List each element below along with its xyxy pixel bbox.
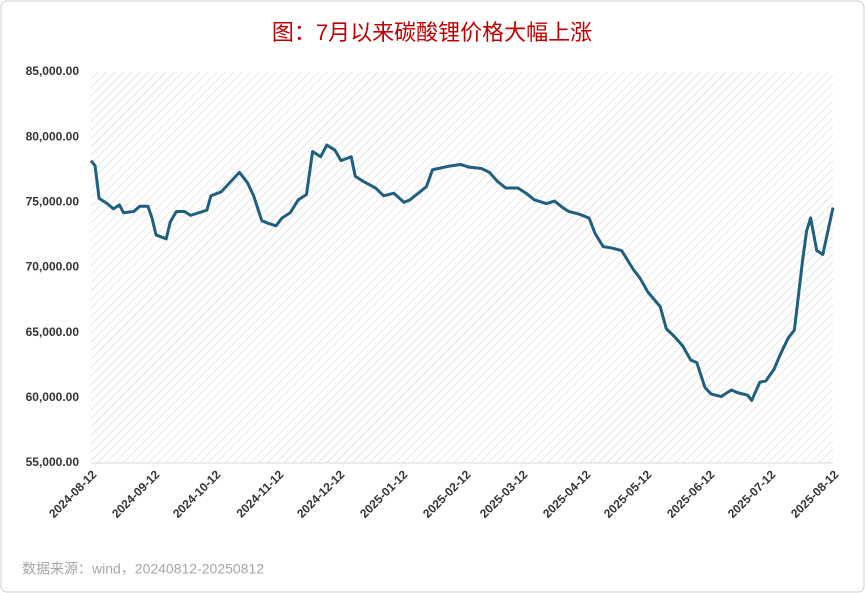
plot-area [91,72,833,463]
y-tick-label: 70,000.00 [26,260,80,274]
y-tick-label: 75,000.00 [26,195,80,209]
chart-title: 图：7月以来碳酸锂价格大幅上涨 [272,20,592,45]
y-tick-label: 85,000.00 [26,64,80,78]
y-tick-label: 65,000.00 [26,325,80,339]
source-note: 数据来源：wind，20240812-20250812 [22,561,264,577]
y-tick-label: 80,000.00 [26,129,80,143]
y-tick-label: 60,000.00 [26,390,80,404]
y-tick-label: 55,000.00 [26,455,80,469]
price-line [89,143,835,402]
